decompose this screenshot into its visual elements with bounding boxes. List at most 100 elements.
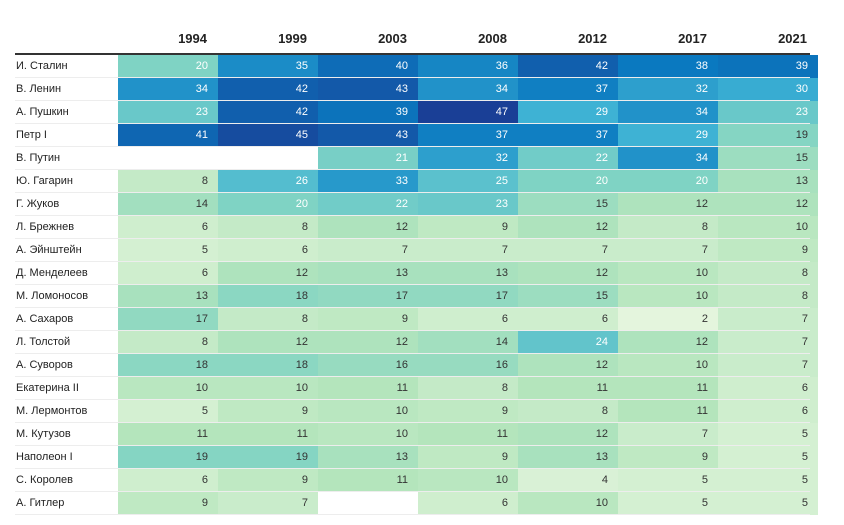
cell-value-label: 5 <box>701 474 708 486</box>
cell-value-label: 11 <box>396 382 408 394</box>
cell-value-label: 34 <box>695 106 708 118</box>
cell-value-label: 17 <box>395 290 408 302</box>
heatmap-cell: 8 <box>218 308 318 331</box>
heatmap-cell: 12 <box>718 193 818 216</box>
row-label: В. Путин <box>16 152 61 164</box>
row-divider <box>15 238 810 239</box>
table-row: И. Сталин 20 35 40 36 42 38 39 <box>0 55 844 78</box>
row-divider <box>15 100 810 101</box>
row-label: М. Ломоносов <box>16 290 89 302</box>
cell-value-label: 12 <box>795 198 808 210</box>
table-row: М. Ломоносов 13 18 17 17 15 10 8 <box>0 285 844 308</box>
cell-value-label: 15 <box>795 152 808 164</box>
cell-value-label: 7 <box>701 244 708 256</box>
cell-value-label: 17 <box>195 313 208 325</box>
column-header-2003: 2003 <box>378 31 407 46</box>
heatmap-cell: 43 <box>318 124 418 147</box>
heatmap-cell: 15 <box>718 147 818 170</box>
heatmap-cell: 37 <box>518 78 618 101</box>
row-label: Г. Жуков <box>16 198 60 210</box>
cell-value-label: 37 <box>595 83 608 95</box>
heatmap-cell: 34 <box>418 78 518 101</box>
row-divider <box>15 169 810 170</box>
heatmap-cell: 24 <box>518 331 618 354</box>
cell-value-label: 20 <box>595 175 608 187</box>
heatmap-cell: 11 <box>618 377 718 400</box>
heatmap-cell: 5 <box>118 400 218 423</box>
heatmap-cell: 9 <box>618 446 718 469</box>
heatmap-cell: 9 <box>418 446 518 469</box>
cell-value-label: 9 <box>201 497 208 509</box>
cell-value-label: 9 <box>501 451 508 463</box>
cell-value-label: 24 <box>595 336 608 348</box>
heatmap-cell: 25 <box>418 170 518 193</box>
heatmap-cell: 42 <box>218 101 318 124</box>
cell-value-label: 14 <box>195 198 208 210</box>
cell-value-label: 11 <box>296 428 308 440</box>
cell-value-label: 11 <box>596 382 608 394</box>
heatmap-cell: 43 <box>318 78 418 101</box>
heatmap-cell: 6 <box>418 492 518 515</box>
heatmap-cell: 12 <box>518 262 618 285</box>
cell-value-label: 12 <box>595 428 608 440</box>
cell-value-label: 29 <box>595 106 608 118</box>
column-header-row: 1994 1999 2003 2008 2012 2017 2021 <box>0 0 844 56</box>
header-divider <box>15 53 810 55</box>
heatmap-cell: 34 <box>618 147 718 170</box>
heatmap-cell: 10 <box>518 492 618 515</box>
cell-value-label: 19 <box>795 129 808 141</box>
heatmap-cell: 11 <box>218 423 318 446</box>
cell-value-label: 7 <box>401 244 408 256</box>
cell-value-label: 11 <box>696 382 708 394</box>
heatmap-cell: 6 <box>518 308 618 331</box>
cell-value-label: 6 <box>501 313 508 325</box>
cell-value-label: 25 <box>495 175 508 187</box>
cell-value-label: 7 <box>501 244 508 256</box>
heatmap-cell: 10 <box>218 377 318 400</box>
heatmap-cell: 8 <box>118 170 218 193</box>
heatmap-cell: 12 <box>618 331 718 354</box>
cell-value-label: 37 <box>595 129 608 141</box>
cell-value-label: 23 <box>795 106 808 118</box>
heatmap-cell: 13 <box>418 262 518 285</box>
heatmap-cell: 10 <box>718 216 818 239</box>
cell-value-label: 6 <box>501 497 508 509</box>
cell-value-label: 9 <box>401 313 408 325</box>
row-divider <box>15 399 810 400</box>
heatmap-cell: 13 <box>118 285 218 308</box>
table-row: М. Кутузов 11 11 10 11 12 7 5 <box>0 423 844 446</box>
cell-value-label: 19 <box>195 451 208 463</box>
heatmap-cell: 40 <box>318 55 418 78</box>
row-label: М. Лермонтов <box>16 405 88 417</box>
heatmap-cell: 20 <box>118 55 218 78</box>
heatmap-cell: 21 <box>318 147 418 170</box>
heatmap-cell: 10 <box>118 377 218 400</box>
heatmap-cell: 7 <box>718 354 818 377</box>
row-divider <box>15 261 810 262</box>
cell-value-label: 2 <box>701 313 708 325</box>
heatmap-cell: 17 <box>418 285 518 308</box>
heatmap-cell: 15 <box>518 285 618 308</box>
cell-value-label: 35 <box>295 60 308 72</box>
cell-value-label: 7 <box>801 313 808 325</box>
table-row: С. Королев 6 9 11 10 4 5 5 <box>0 469 844 492</box>
heatmap-cell: 6 <box>718 400 818 423</box>
cell-value-label: 7 <box>301 497 308 509</box>
heatmap-cell: 5 <box>618 492 718 515</box>
column-header-2021: 2021 <box>778 31 807 46</box>
heatmap-cell: 13 <box>318 262 418 285</box>
cell-value-label: 26 <box>295 175 308 187</box>
heatmap-cell: 8 <box>718 262 818 285</box>
cell-value-label: 34 <box>195 83 208 95</box>
cell-value-label: 8 <box>801 290 808 302</box>
heatmap-cell: 12 <box>218 262 318 285</box>
row-divider <box>15 307 810 308</box>
cell-value-label: 12 <box>595 221 608 233</box>
heatmap-cell: 10 <box>618 285 718 308</box>
cell-value-label: 11 <box>196 428 208 440</box>
heatmap-cell: 18 <box>118 354 218 377</box>
table-row: Ю. Гагарин 8 26 33 25 20 20 13 <box>0 170 844 193</box>
cell-value-label: 5 <box>201 244 208 256</box>
heatmap-cell: 12 <box>318 331 418 354</box>
table-row: Л. Толстой 8 12 12 14 24 12 7 <box>0 331 844 354</box>
